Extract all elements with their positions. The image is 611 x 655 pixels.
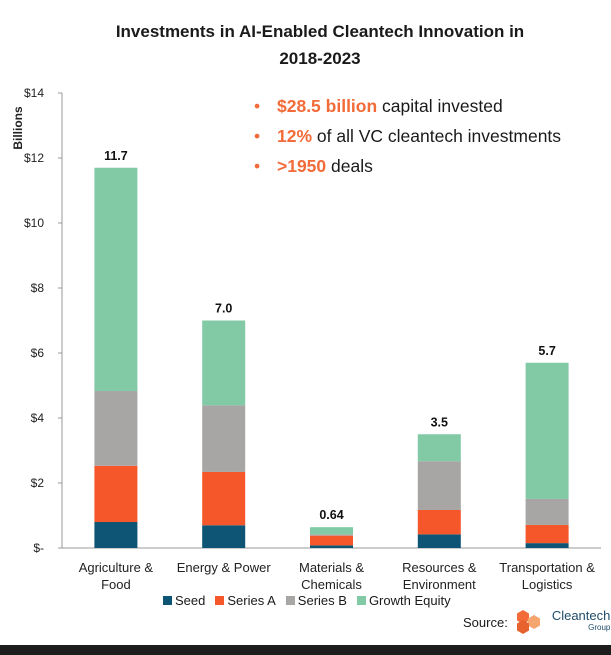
legend-label: Series A bbox=[227, 593, 276, 608]
legend-swatch bbox=[285, 596, 295, 605]
bar-segment-seed bbox=[202, 525, 246, 548]
x-tick-label: Agriculture & bbox=[79, 560, 154, 575]
source-label: Source: bbox=[463, 614, 508, 630]
bar-segment-growth-equity bbox=[94, 167, 138, 392]
y-tick-label: $4 bbox=[31, 411, 45, 425]
callout-highlight: >1950 bbox=[277, 156, 327, 176]
bar-segment-growth-equity bbox=[202, 320, 246, 406]
x-tick-label: Chemicals bbox=[301, 577, 362, 592]
chart-title: Investments in AI-Enabled Cleantech Inno… bbox=[0, 18, 611, 72]
y-tick-label: $- bbox=[33, 541, 44, 555]
logo-name: Cleantech bbox=[551, 608, 611, 623]
legend-label: Growth Equity bbox=[368, 593, 451, 608]
legend-item-growth-equity: Growth Equity bbox=[356, 593, 451, 608]
bar-segment-growth-equity bbox=[310, 527, 353, 535]
bullet-icon: • bbox=[254, 96, 261, 116]
x-tick-label: Environment bbox=[403, 577, 476, 592]
logo-sub: Group bbox=[588, 623, 611, 632]
callout-text: deals bbox=[326, 156, 373, 176]
callout-text: of all VC cleantech investments bbox=[312, 126, 562, 146]
legend-swatch bbox=[163, 596, 172, 605]
bar-segment-series-b bbox=[525, 498, 569, 525]
legend-label: Seed bbox=[175, 593, 206, 608]
bar-total-label: 0.64 bbox=[319, 508, 343, 522]
callout-capital: • $28.5 billion capital invested bbox=[254, 91, 561, 121]
bar-segment-series-a bbox=[202, 471, 246, 526]
bar-segment-seed bbox=[417, 534, 461, 548]
legend-item-seed: Seed bbox=[163, 593, 205, 608]
x-tick-label: Materials & bbox=[299, 560, 364, 575]
callout-highlight: 12% bbox=[277, 126, 313, 146]
bar-segment-growth-equity bbox=[525, 362, 569, 499]
bar-total-label: 3.5 bbox=[431, 415, 448, 429]
x-tick-label: Transportation & bbox=[499, 560, 595, 575]
cleantech-logo-icon bbox=[516, 610, 540, 634]
callout-highlight: $28.5 billion bbox=[277, 96, 378, 116]
bar-segment-series-a bbox=[310, 535, 353, 546]
bar-total-label: 11.7 bbox=[104, 149, 128, 163]
y-tick-label: $8 bbox=[31, 281, 45, 295]
y-axis-label: Billions bbox=[11, 106, 25, 150]
legend-swatch bbox=[215, 596, 225, 605]
bar-segment-series-b bbox=[94, 391, 138, 466]
legend-swatch bbox=[356, 596, 366, 605]
y-tick-label: $12 bbox=[24, 151, 44, 165]
x-tick-label: Food bbox=[101, 577, 131, 592]
bar-segment-growth-equity bbox=[417, 434, 461, 462]
x-tick-label: Resources & bbox=[402, 560, 477, 575]
bar-segment-seed bbox=[94, 522, 138, 548]
bar-segment-series-a bbox=[525, 524, 569, 544]
callout-deals: • >1950 deals bbox=[254, 151, 561, 181]
bar-segment-series-a bbox=[94, 465, 138, 522]
bar-segment-series-a bbox=[417, 509, 461, 535]
bar-segment-series-b bbox=[417, 461, 461, 510]
callout-text: capital invested bbox=[377, 96, 503, 116]
bar-segment-seed bbox=[525, 543, 569, 548]
legend-item-series-a: Series A bbox=[215, 593, 276, 608]
callout-share: • 12% of all VC cleantech investments bbox=[254, 121, 561, 151]
bar-segment-series-b bbox=[310, 534, 353, 536]
x-tick-label: Energy & Power bbox=[177, 560, 272, 575]
y-tick-label: $14 bbox=[24, 86, 44, 100]
y-tick-label: $2 bbox=[31, 476, 45, 490]
window-bottom-bar bbox=[0, 645, 611, 655]
bar-total-label: 5.7 bbox=[538, 344, 555, 358]
callout-list: • $28.5 billion capital invested • 12% of … bbox=[254, 91, 561, 181]
bullet-icon: • bbox=[254, 156, 261, 176]
chart-title-line-2: 2018-2023 bbox=[279, 49, 361, 68]
chart-legend: Seed Series A Series B Growth Equity bbox=[163, 593, 451, 608]
stacked-bar-chart: $- $2 $4 $6 $8 $10 $12 $14 Billions 11.7 Agricultu… bbox=[11, 86, 601, 592]
legend-item-series-b: Series B bbox=[285, 593, 347, 608]
x-tick-label: Logistics bbox=[522, 577, 573, 592]
bar-segment-series-b bbox=[202, 405, 246, 472]
legend-label: Series B bbox=[297, 593, 347, 608]
bar-segment-seed bbox=[310, 545, 353, 548]
bullet-icon: • bbox=[254, 126, 261, 146]
cleantech-logo: Cleantech Group bbox=[551, 608, 611, 634]
bar-total-label: 7.0 bbox=[215, 302, 232, 316]
y-tick-label: $10 bbox=[24, 216, 44, 230]
y-tick-label: $6 bbox=[31, 346, 45, 360]
chart-title-line-1: Investments in AI-Enabled Cleantech Inno… bbox=[115, 22, 525, 41]
source-credit: Source: Cleantech Group bbox=[463, 609, 610, 635]
